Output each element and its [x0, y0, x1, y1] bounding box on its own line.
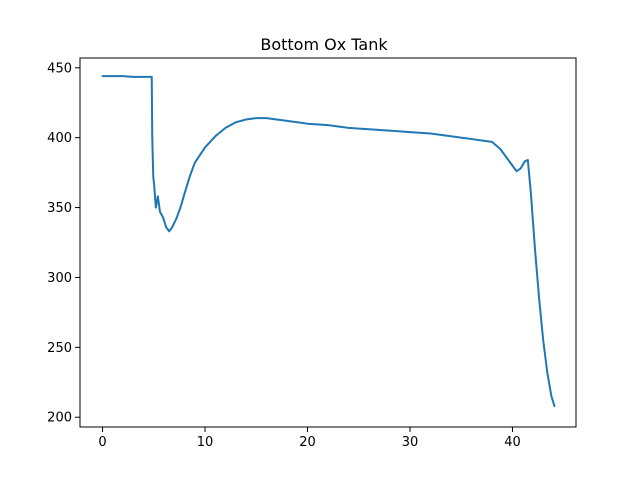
series-line-0	[101, 75, 556, 408]
axes-frame	[79, 57, 577, 428]
axes: 0 10 20 30 40 200 250 300 350 400 450	[47, 57, 577, 450]
y-tick-label: 350	[47, 201, 72, 216]
y-tick-label: 250	[47, 341, 72, 356]
chart-title: Bottom Ox Tank	[260, 35, 388, 54]
y-tick-label: 450	[47, 61, 72, 76]
y-tick-label: 300	[47, 271, 72, 286]
plot-area	[101, 75, 556, 408]
x-tick-label: 10	[197, 435, 214, 450]
x-tick-label: 40	[504, 435, 521, 450]
x-tick-label: 30	[402, 435, 419, 450]
x-tick-label: 0	[98, 435, 106, 450]
y-tick-label: 200	[47, 411, 72, 426]
x-tick-label: 20	[299, 435, 316, 450]
y-tick-label: 400	[47, 131, 72, 146]
